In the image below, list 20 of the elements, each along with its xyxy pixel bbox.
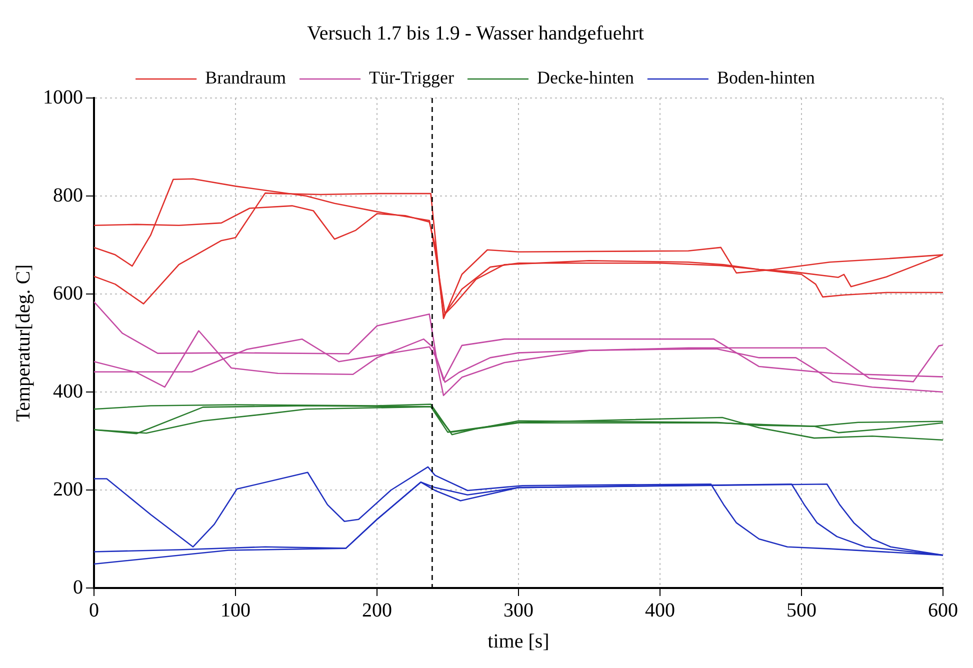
- y-tick-label: 600: [53, 282, 83, 304]
- x-tick-label: 300: [504, 599, 534, 622]
- x-tick-label: 500: [786, 599, 816, 622]
- y-tick-label: 400: [53, 380, 83, 402]
- legend-label: Decke-hinten: [537, 68, 634, 88]
- legend-label: Tür-Trigger: [369, 68, 454, 88]
- x-tick-label: 100: [220, 599, 250, 622]
- x-axis-title: time [s]: [488, 630, 550, 652]
- legend-label: Boden-hinten: [716, 68, 815, 88]
- legend-label: Brandraum: [205, 68, 286, 88]
- chart-title: Versuch 1.7 bis 1.9 - Wasser handgefuehrt: [307, 22, 644, 44]
- y-axis-title: Temperatur[deg. C]: [12, 264, 34, 422]
- y-tick-label: 200: [53, 478, 83, 500]
- x-tick-label: 600: [928, 599, 958, 622]
- y-tick-label: 1000: [43, 86, 83, 108]
- x-tick-label: 400: [645, 599, 675, 622]
- x-tick-label: 0: [89, 599, 99, 622]
- y-tick-label: 0: [73, 576, 83, 598]
- x-tick-label: 200: [362, 599, 392, 622]
- y-tick-label: 800: [53, 184, 83, 206]
